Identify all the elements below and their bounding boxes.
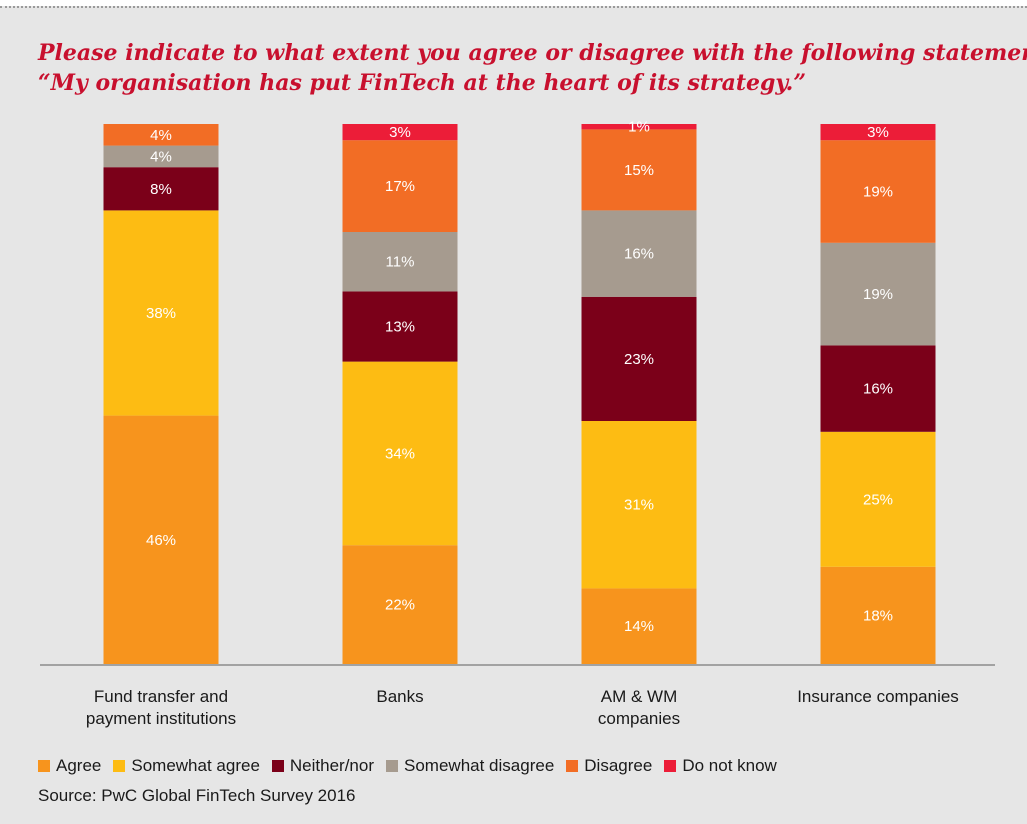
bar-segment — [342, 291, 458, 362]
data-label: 25% — [863, 491, 893, 508]
bar-segment — [820, 566, 936, 664]
category-label: Banks — [376, 687, 423, 706]
bar-segment — [342, 140, 458, 232]
bar-segment — [581, 588, 697, 664]
bar-segment — [581, 296, 697, 421]
chart-title: Please indicate to what extent you agree… — [38, 38, 1027, 98]
bar-segment — [820, 124, 936, 141]
data-label: 16% — [624, 246, 654, 263]
data-label: 34% — [385, 445, 415, 462]
legend-label: Agree — [56, 756, 102, 775]
data-label: 14% — [624, 618, 654, 635]
data-label: 8% — [150, 181, 172, 198]
legend-item: Do not know — [664, 756, 777, 776]
bar-segment — [581, 124, 697, 130]
legend-item: Disagree — [566, 756, 652, 776]
data-label: 3% — [867, 124, 889, 141]
data-label: 17% — [385, 178, 415, 195]
data-label: 4% — [150, 127, 172, 144]
data-label: 3% — [389, 124, 411, 141]
data-label: 1% — [628, 119, 650, 136]
data-label: 38% — [146, 305, 176, 322]
legend-label: Disagree — [584, 756, 653, 775]
bar-segment — [581, 129, 697, 211]
legend-swatch — [664, 760, 677, 772]
chart-title-line: “My organisation has put FinTech at the … — [38, 70, 806, 96]
bar-segment — [820, 242, 936, 346]
data-label: 16% — [863, 381, 893, 398]
legend-swatch — [113, 760, 126, 772]
category-label: payment institutions — [86, 709, 236, 728]
legend-swatch — [386, 760, 399, 772]
data-label: 31% — [624, 497, 654, 514]
bar-segment — [103, 145, 219, 168]
legend-label: Do not know — [682, 756, 777, 775]
bar-segment — [103, 124, 219, 146]
legend-item: Agree — [38, 756, 101, 776]
data-label: 46% — [146, 532, 176, 549]
chart-panel: Please indicate to what extent you agree… — [0, 6, 1027, 824]
chart-legend: Agree Somewhat agree Neither/nor Somewhat d… — [38, 754, 789, 778]
data-label: 23% — [624, 351, 654, 368]
data-label: 19% — [863, 184, 893, 201]
bar-segment — [342, 232, 458, 292]
bar-segment — [342, 361, 458, 546]
category-label: Fund transfer and — [94, 687, 228, 706]
chart-title-line: Please indicate to what extent you agree… — [38, 40, 1027, 66]
data-label: 18% — [863, 607, 893, 624]
legend-swatch — [38, 760, 50, 772]
bar-segment — [820, 431, 936, 567]
data-label: 19% — [863, 286, 893, 303]
bar-segment — [342, 545, 458, 664]
legend-swatch — [271, 760, 284, 772]
bar-segment — [103, 167, 219, 211]
legend-label: Neither/nor — [289, 756, 375, 775]
bar-segment — [820, 140, 936, 243]
legend-item: Somewhat agree — [113, 756, 260, 776]
bar-segment — [820, 345, 936, 432]
data-label: 15% — [624, 162, 654, 179]
category-label: AM & WM — [601, 687, 678, 706]
category-label: Insurance companies — [797, 687, 959, 706]
legend-item: Neither/nor — [271, 756, 375, 776]
data-label: 4% — [150, 148, 172, 165]
bar-segment — [581, 210, 697, 297]
chart-source: Source: PwC Global FinTech Survey 2016 — [38, 786, 356, 805]
bar-segment — [342, 124, 458, 141]
legend-item: Somewhat disagree — [386, 756, 554, 776]
stacked-bar-chart: 46% 38% 8% 4% 4% Fund transfer and payment ins… — [40, 119, 995, 728]
data-label: 11% — [386, 254, 415, 271]
legend-label: Somewhat disagree — [404, 756, 555, 775]
legend-label: Somewhat agree — [131, 756, 260, 775]
data-label: 22% — [385, 597, 415, 614]
bar-segment — [103, 415, 219, 664]
bar-segment — [103, 210, 219, 416]
bar-segment — [581, 421, 697, 589]
legend-swatch — [566, 760, 579, 772]
category-label: companies — [598, 709, 680, 728]
data-label: 13% — [385, 319, 415, 336]
